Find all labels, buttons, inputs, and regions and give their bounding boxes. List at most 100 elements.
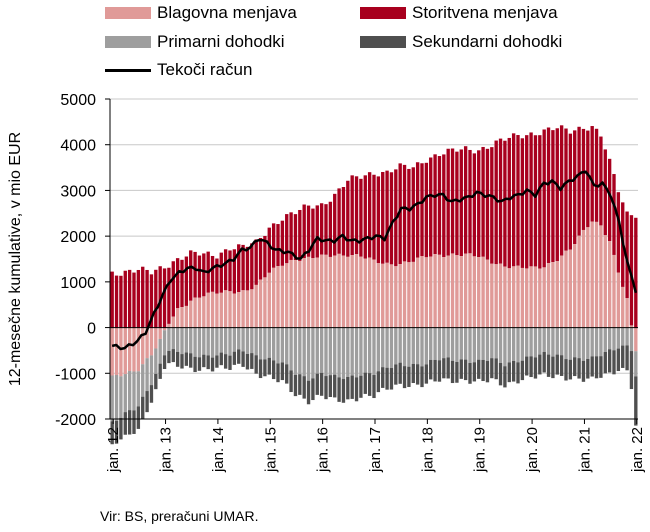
bar-blagovna bbox=[372, 259, 376, 328]
bar-primarni bbox=[263, 327, 267, 360]
bar-primarni bbox=[398, 327, 402, 363]
bar-primarni bbox=[141, 364, 145, 397]
bar-storitvena bbox=[568, 133, 573, 250]
bar-sekundarni bbox=[533, 357, 538, 379]
bar-sekundarni bbox=[634, 376, 638, 426]
bar-primarni bbox=[114, 375, 119, 421]
bar-sekundarni bbox=[175, 351, 180, 367]
bar-sekundarni bbox=[359, 375, 363, 398]
bar-sekundarni bbox=[621, 345, 625, 368]
bar-blagovna bbox=[472, 256, 477, 328]
bar-blagovna bbox=[407, 262, 411, 328]
bar-storitvena bbox=[634, 217, 638, 328]
bar-storitvena bbox=[446, 148, 450, 256]
bar-storitvena bbox=[477, 150, 481, 258]
bar-sekundarni bbox=[433, 359, 437, 382]
bar-storitvena bbox=[494, 140, 498, 265]
bar-blagovna bbox=[568, 249, 573, 328]
bar-blagovna bbox=[573, 244, 577, 328]
bar-blagovna bbox=[586, 227, 590, 328]
bar-blagovna bbox=[529, 266, 533, 328]
bar-primarni bbox=[634, 351, 638, 377]
bar-primarni bbox=[110, 375, 114, 422]
bar-storitvena bbox=[202, 253, 206, 297]
bar-sekundarni bbox=[494, 358, 498, 380]
bar-primarni bbox=[285, 327, 289, 365]
bar-sekundarni bbox=[367, 373, 372, 396]
legend-item-tekoci: Tekoči račun bbox=[105, 59, 252, 81]
bar-blagovna bbox=[455, 255, 459, 328]
bar-sekundarni bbox=[520, 360, 525, 381]
bar-primarni bbox=[167, 327, 171, 351]
bar-storitvena bbox=[520, 138, 525, 268]
bar-primarni bbox=[298, 327, 302, 375]
bar-blagovna bbox=[271, 267, 276, 328]
bar-storitvena bbox=[271, 223, 276, 268]
bar-primarni bbox=[293, 327, 298, 375]
bar-primarni bbox=[538, 327, 542, 355]
bar-sekundarni bbox=[136, 406, 141, 429]
bar-sekundarni bbox=[603, 352, 607, 374]
bar-storitvena bbox=[625, 211, 629, 299]
bar-sekundarni bbox=[463, 359, 468, 381]
bar-sekundarni bbox=[324, 376, 328, 400]
bar-storitvena bbox=[219, 252, 223, 293]
bar-blagovna bbox=[498, 263, 503, 328]
bar-storitvena bbox=[141, 266, 145, 328]
bar-storitvena bbox=[590, 126, 594, 222]
bar-sekundarni bbox=[498, 362, 503, 386]
bar-sekundarni bbox=[625, 345, 629, 371]
bar-storitvena bbox=[485, 148, 490, 260]
bar-blagovna bbox=[324, 254, 328, 328]
bar-sekundarni bbox=[237, 349, 241, 364]
bar-storitvena bbox=[237, 244, 241, 293]
bar-primarni bbox=[529, 327, 533, 357]
bar-sekundarni bbox=[459, 359, 463, 379]
bar-storitvena bbox=[250, 243, 254, 290]
bar-blagovna bbox=[629, 325, 634, 328]
x-tick-label: jan. 14 bbox=[210, 427, 227, 473]
bar-primarni bbox=[459, 327, 463, 360]
bar-primarni bbox=[350, 327, 354, 376]
bar-sekundarni bbox=[328, 375, 333, 398]
bar-blagovna bbox=[354, 254, 359, 328]
bar-storitvena bbox=[363, 175, 367, 259]
bar-primarni bbox=[158, 338, 162, 364]
bar-blagovna bbox=[175, 308, 180, 328]
bar-sekundarni bbox=[171, 349, 175, 363]
bar-storitvena bbox=[612, 174, 616, 255]
bar-blagovna bbox=[315, 257, 319, 328]
bar-primarni bbox=[394, 327, 398, 365]
bar-blagovna bbox=[333, 255, 337, 328]
bar-blagovna bbox=[154, 327, 158, 349]
bar-primarni bbox=[520, 327, 525, 361]
bar-primarni bbox=[315, 327, 319, 374]
bar-blagovna bbox=[511, 266, 516, 328]
bar-storitvena bbox=[149, 274, 154, 328]
bar-blagovna bbox=[319, 254, 324, 328]
bar-blagovna bbox=[367, 257, 372, 328]
bar-storitvena bbox=[245, 246, 250, 291]
bar-sekundarni bbox=[250, 353, 254, 369]
bar-sekundarni bbox=[529, 356, 533, 378]
bar-storitvena bbox=[533, 135, 538, 267]
bar-sekundarni bbox=[346, 376, 350, 400]
bar-primarni bbox=[411, 327, 415, 364]
bar-blagovna bbox=[206, 292, 210, 328]
bar-primarni bbox=[507, 327, 511, 363]
bar-primarni bbox=[525, 327, 529, 357]
bar-storitvena bbox=[507, 137, 511, 269]
bar-primarni bbox=[551, 327, 555, 357]
bar-sekundarni bbox=[477, 359, 481, 379]
bar-sekundarni bbox=[450, 360, 455, 384]
bar-primarni bbox=[402, 327, 407, 367]
bar-primarni bbox=[245, 327, 250, 354]
bar-storitvena bbox=[424, 162, 429, 258]
x-tick-label: jan. 12 bbox=[105, 427, 122, 473]
line-series bbox=[111, 170, 638, 351]
bar-sekundarni bbox=[197, 357, 202, 371]
bar-primarni bbox=[145, 358, 149, 392]
bar-primarni bbox=[577, 327, 581, 359]
bar-storitvena bbox=[468, 149, 472, 254]
bar-blagovna bbox=[546, 263, 551, 328]
